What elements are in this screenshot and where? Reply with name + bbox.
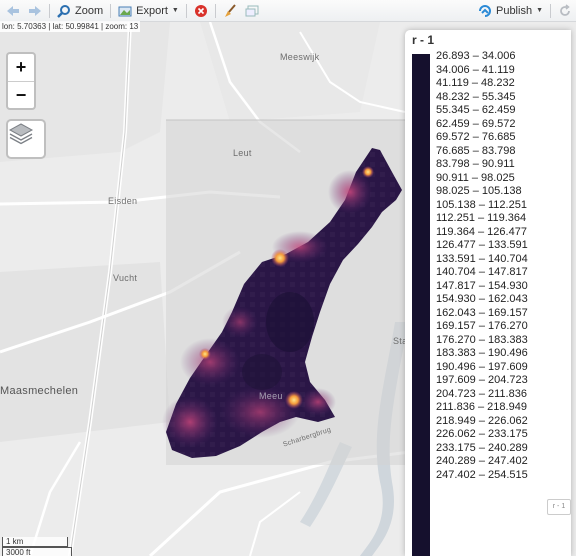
legend-entry: 154.930 – 162.043 [436,293,528,305]
legend-entry: 190.496 – 197.609 [436,360,528,373]
place-label: Maasmechelen [0,385,79,397]
scale-imperial: 3000 ft [2,547,72,556]
window-icon [245,4,259,18]
zoom-label: Zoom [75,4,104,17]
arrow-left-icon [6,4,20,18]
coordinate-readout: lon: 5.70363 | lat: 50.99841 | zoom: 13 [0,21,141,32]
publish-icon [478,4,492,18]
legend-entry: 240.289 – 247.402 [436,455,528,467]
viewer-toolbar: Zoom Export ▼ Publish ▼ [0,0,576,22]
legend-entry: 211.836 – 218.949 [436,401,527,413]
zoom-control: + − [6,52,36,110]
legend-entry: 76.685 – 83.798 [436,144,516,157]
back-button[interactable] [2,1,24,21]
legend-entry: 55.345 – 62.459 [436,104,516,116]
legend-entry: 233.175 – 240.289 [436,441,528,454]
forward-button[interactable] [24,1,46,21]
legend-entry: 133.591 – 140.704 [436,252,528,265]
legend-entry: 204.723 – 211.836 [436,387,527,400]
zoom-out-button[interactable]: − [8,81,34,108]
legend-entry: 90.911 – 98.025 [436,171,515,184]
legend-entry: 176.270 – 183.383 [436,333,528,346]
legend-color-bar [412,54,430,556]
legend-entry: 169.157 – 176.270 [436,320,528,332]
place-label: Sta [393,336,408,346]
remove-button[interactable] [190,1,212,21]
legend-entry: 112.251 – 119.364 [436,212,527,224]
remove-icon [194,4,208,18]
chevron-down-icon: ▼ [171,7,179,14]
legend-entry: 34.006 – 41.119 [436,63,515,76]
legend-entry: 183.383 – 190.496 [436,347,528,359]
toolbar-divider [214,3,216,18]
zoom-in-button[interactable]: + [15,57,27,77]
layers-button[interactable] [6,119,46,159]
place-label: Meeu [259,391,283,401]
scale-metric: 1 km [2,537,68,547]
legend-entry: 162.043 – 169.157 [436,306,528,319]
toolbar-divider [110,3,112,18]
legend-entry: 218.949 – 226.062 [436,414,528,427]
legend-entry: 140.704 – 147.817 [436,266,528,278]
legend-entry: 69.572 – 76.685 [436,131,516,143]
legend-entry: 62.459 – 69.572 [436,117,516,130]
refresh-button[interactable] [554,1,576,21]
export-button[interactable]: Export ▼ [114,1,183,21]
publish-button[interactable]: Publish ▼ [474,1,547,21]
legend-body: 26.893 – 34.006 34.006 – 41.119 41.119 – 4… [412,50,571,556]
legend-entry: 48.232 – 55.345 [436,90,516,103]
place-label: Eisden [108,196,138,206]
export-image-icon [118,4,132,18]
map-legend: r - 1 26.893 – 34.006 34.006 – 41.119 41.1… [405,30,571,556]
legend-entry: 98.025 – 105.138 [436,185,522,197]
export-label: Export [136,4,168,17]
place-label: Leut [233,148,252,158]
legend-entry: 197.609 – 204.723 [436,374,528,386]
refresh-icon [558,3,572,18]
publish-label: Publish [495,4,533,17]
toolbar-divider [185,3,187,18]
magnifier-icon [57,4,71,18]
legend-entry: 247.402 – 254.515 [436,468,528,481]
zoom-button[interactable]: Zoom [53,1,107,21]
legend-entry: 147.817 – 154.930 [436,279,528,292]
legend-items: 26.893 – 34.006 34.006 – 41.119 41.119 – 4… [436,50,528,556]
clear-all-button[interactable] [219,1,241,21]
legend-entry: 26.893 – 34.006 [436,50,516,62]
show-in-window-button[interactable] [241,1,263,21]
legend-entry: 41.119 – 48.232 [436,77,515,89]
legend-entry: 83.798 – 90.911 [436,158,515,170]
legend-entry: 105.138 – 112.251 [436,198,527,211]
legend-entry: 119.364 – 126.477 [436,225,527,238]
chevron-down-icon: ▼ [536,7,543,14]
arrow-right-icon [28,4,42,18]
layer-badge[interactable]: r - 1 [547,499,571,515]
scale-bar: 1 km 3000 ft [2,537,72,556]
toolbar-divider [49,3,50,18]
legend-entry: 226.062 – 233.175 [436,428,528,440]
legend-entry: 126.477 – 133.591 [436,239,528,251]
toolbar-divider [550,3,551,18]
place-label: Meeswijk [280,52,320,62]
place-label: Vucht [113,273,138,283]
broom-icon [223,3,237,18]
legend-title: r - 1 [412,33,435,47]
